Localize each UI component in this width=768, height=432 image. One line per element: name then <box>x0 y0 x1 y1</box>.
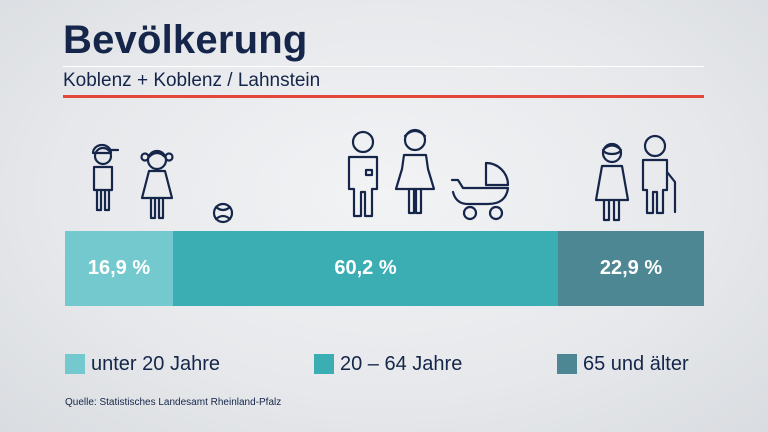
woman-icon <box>394 128 436 215</box>
man-icon <box>347 130 379 218</box>
bar-segment-under-20: 16,9 % <box>65 231 173 306</box>
data-label: 22,9 % <box>599 257 663 279</box>
girl-with-pigtails-icon <box>140 149 174 220</box>
source-note: Quelle: Statistisches Landesamt Rheinlan… <box>65 397 282 408</box>
legend-item-under-20: unter 20 Jahre <box>65 350 220 378</box>
divider <box>63 66 704 67</box>
legend-swatch <box>65 354 85 374</box>
legend-item-20-64: 20 – 64 Jahre <box>314 350 462 378</box>
page-subtitle: Koblenz + Koblenz / Lahnstein <box>63 70 321 91</box>
legend-label: unter 20 Jahre <box>91 352 220 375</box>
elderly-man-with-cane-icon <box>641 134 677 215</box>
bar-segment-20-64: 60,2 % <box>173 231 558 306</box>
baby-stroller-icon <box>450 161 510 221</box>
accent-divider <box>63 95 704 98</box>
stacked-bar: 16,9 % 60,2 % 22,9 % <box>65 231 704 306</box>
data-label: 16,9 % <box>87 257 151 279</box>
legend-swatch <box>557 354 577 374</box>
bar-segment-65-plus: 22,9 % <box>558 231 704 306</box>
legend-swatch <box>314 354 334 374</box>
legend-label: 20 – 64 Jahre <box>340 352 463 375</box>
legend-item-65-plus: 65 und älter <box>557 350 689 378</box>
page-title: Bevölkerung <box>63 18 308 62</box>
data-label: 60,2 % <box>334 257 397 279</box>
elderly-woman-icon <box>594 142 630 222</box>
boy-with-cap-icon <box>91 143 120 212</box>
ball-icon <box>212 202 234 224</box>
legend-label: 65 und älter <box>583 352 689 375</box>
